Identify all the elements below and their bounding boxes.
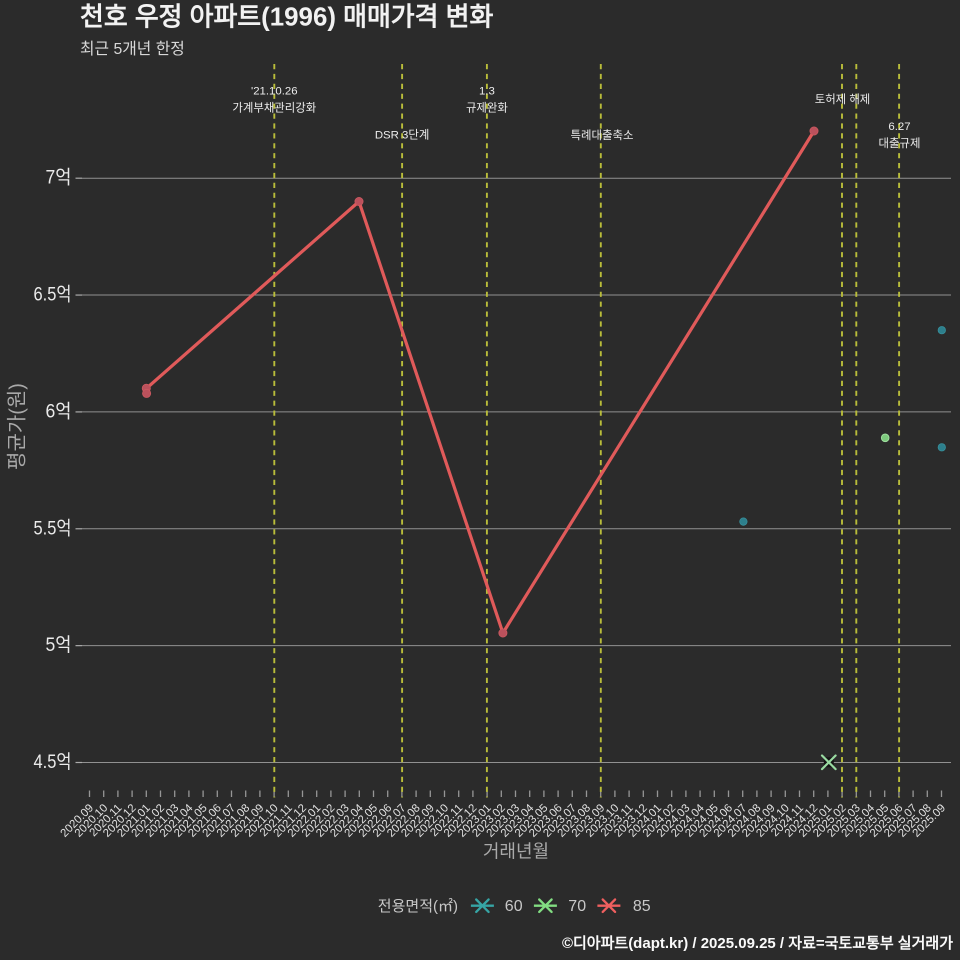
svg-text:규제완화: 규제완화 — [466, 102, 508, 115]
svg-text:특례대출축소: 특례대출축소 — [571, 129, 634, 142]
svg-text:거래년월: 거래년월 — [483, 842, 549, 862]
svg-text:토허제 해제: 토허제 해제 — [815, 93, 871, 106]
svg-text:최근 5개년 한정: 최근 5개년 한정 — [80, 40, 185, 58]
svg-text:85: 85 — [633, 898, 651, 915]
svg-text:4.5억: 4.5억 — [34, 751, 72, 773]
svg-text:대출규제: 대출규제 — [879, 137, 921, 150]
svg-text:6억: 6억 — [46, 400, 72, 422]
svg-text:DSR 3단계: DSR 3단계 — [375, 129, 430, 142]
svg-text:천호 우정 아파트(1996) 매매가격 변화: 천호 우정 아파트(1996) 매매가격 변화 — [80, 3, 493, 32]
svg-text:7억: 7억 — [46, 167, 72, 189]
svg-text:전용면적(㎡): 전용면적(㎡) — [378, 898, 458, 915]
svg-text:5억: 5억 — [46, 634, 72, 656]
svg-text:60: 60 — [505, 898, 523, 915]
svg-text:1.3: 1.3 — [479, 86, 495, 98]
svg-text:70: 70 — [568, 898, 586, 915]
svg-text:가계부채관리강화: 가계부채관리강화 — [232, 102, 316, 115]
svg-text:5.5억: 5.5억 — [34, 517, 72, 539]
svg-text:6.27: 6.27 — [888, 121, 910, 133]
svg-text:©디아파트(dapt.kr) / 2025.09.25 /: ©디아파트(dapt.kr) / 2025.09.25 / 자료=국토교통부 실… — [562, 935, 953, 952]
svg-text:6.5억: 6.5억 — [34, 284, 72, 306]
svg-text:'21.10.26: '21.10.26 — [251, 86, 298, 98]
svg-text:평균가(원): 평균가(원) — [6, 383, 29, 470]
